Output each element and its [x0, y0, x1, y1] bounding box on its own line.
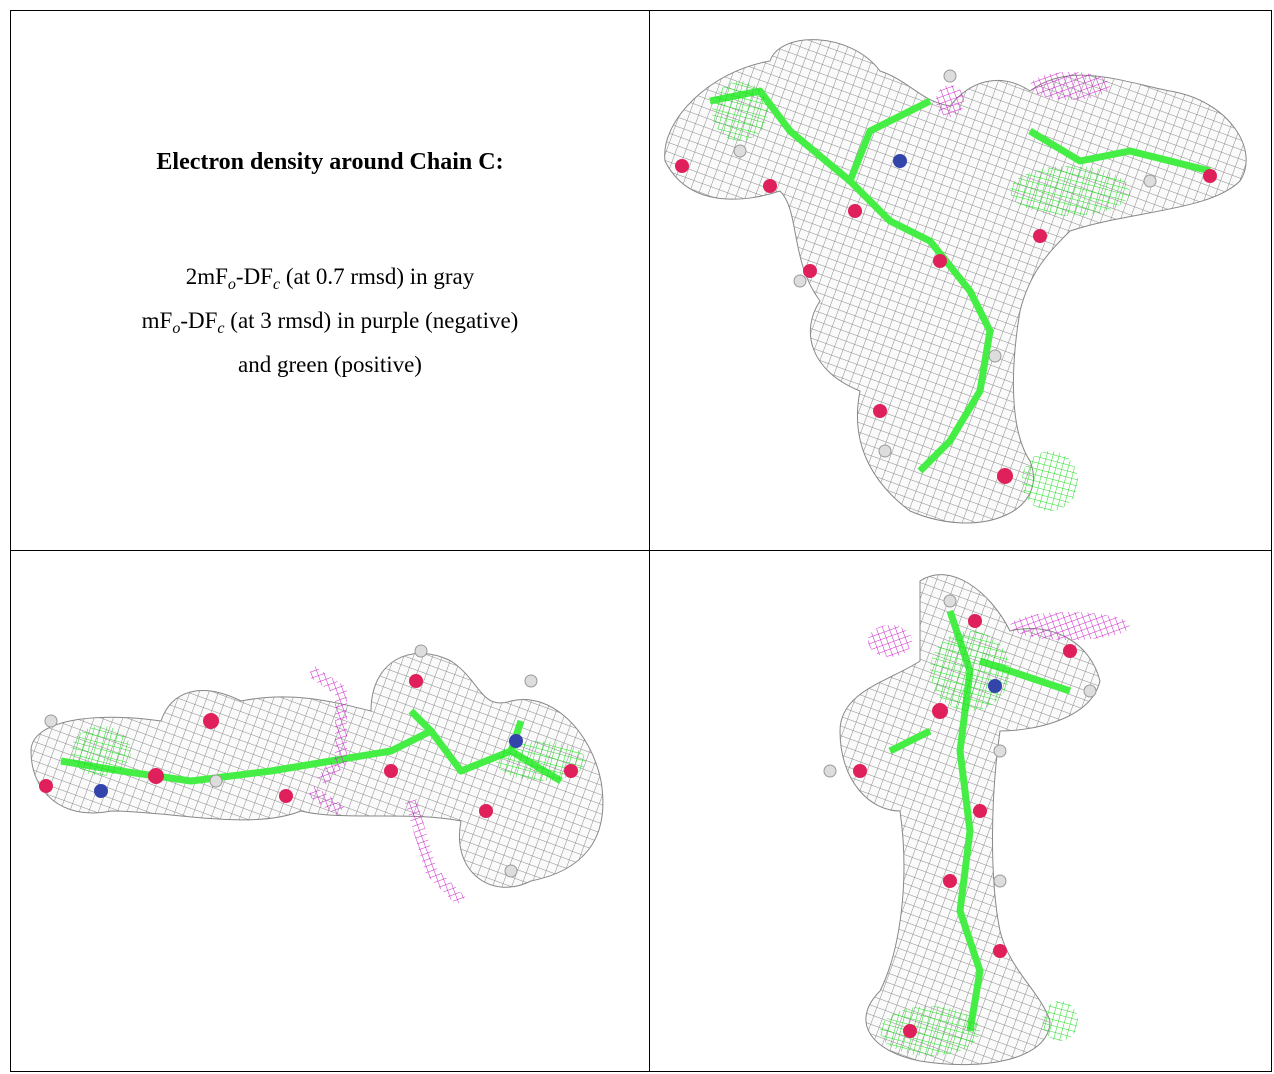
positive-density [880, 1006, 980, 1056]
subscript: o [172, 320, 181, 337]
density-mesh [30, 652, 604, 888]
density-image-bottom-left [30, 644, 604, 906]
caption-text: and green (positive) [238, 352, 422, 377]
negative-density [1010, 612, 1130, 640]
negative-density [868, 625, 912, 657]
nitrogen-atom [988, 679, 1002, 693]
caption-text: -DF [180, 308, 218, 333]
negative-density [307, 666, 466, 906]
negative-density [936, 85, 964, 117]
cell-divider [649, 10, 650, 1072]
table-frame [10, 10, 1272, 1072]
nitrogen-atom [94, 784, 108, 798]
positive-density [71, 726, 131, 776]
title: Electron density around Chain C: [156, 149, 504, 175]
hydrogen-atoms [44, 644, 538, 878]
caption: 2mFo-DFc (at 0.7 rmsd) in gray mFo-DFc (a… [11, 259, 649, 383]
caption-text: -DF [235, 264, 273, 289]
oxygen-atoms [675, 159, 1217, 484]
caption-line: 2mFo-DFc (at 0.7 rmsd) in gray [11, 259, 649, 303]
caption-text: 2mF [185, 264, 228, 289]
positive-density [1042, 1001, 1078, 1041]
density-image-bottom-right [823, 574, 1130, 1066]
positive-density [496, 741, 586, 781]
positive-density [712, 81, 768, 141]
negative-density [1030, 72, 1110, 100]
caption-line: and green (positive) [11, 347, 649, 383]
nitrogen-atom [893, 154, 907, 168]
positive-density [1010, 166, 1130, 216]
caption-text: (at 0.7 rmsd) in gray [280, 264, 475, 289]
text-cell: Electron density around Chain C: 2mFo-DF… [11, 11, 649, 550]
caption-text: mF [141, 308, 173, 333]
density-mesh [664, 39, 1247, 524]
positive-density [1022, 451, 1078, 511]
caption-text: (at 3 rmsd) in purple (negative) [224, 308, 519, 333]
subscript: c [272, 276, 281, 293]
subscript: c [217, 320, 225, 337]
molecule-sticks [709, 87, 1211, 474]
oxygen-atoms [853, 614, 1077, 1038]
oxygen-atoms [39, 674, 578, 818]
nitrogen-atom [509, 734, 523, 748]
positive-density [930, 631, 1010, 711]
cell-divider [10, 550, 1272, 551]
hydrogen-atoms [823, 594, 1097, 888]
density-image-top-right [664, 39, 1247, 524]
caption-line: mFo-DFc (at 3 rmsd) in purple (negative) [11, 303, 649, 347]
subscript: o [227, 276, 236, 293]
hydrogen-atoms [733, 69, 1157, 458]
